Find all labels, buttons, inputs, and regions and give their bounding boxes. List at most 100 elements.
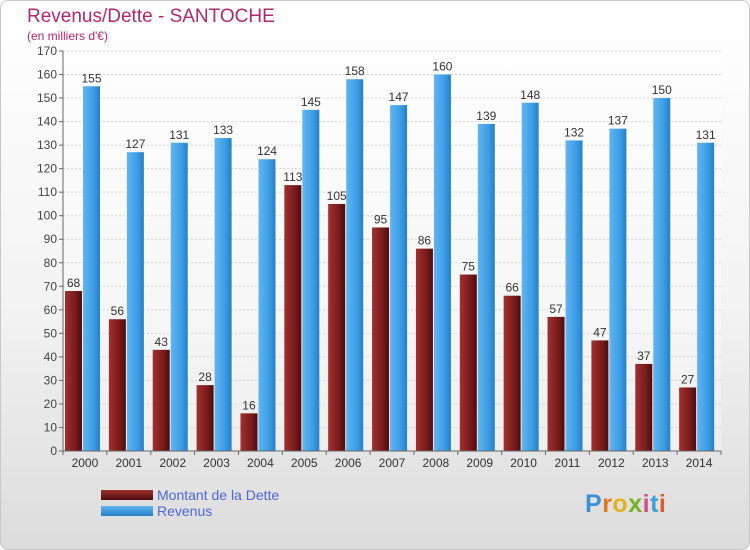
data-label-revenus-2014: 131: [696, 128, 716, 142]
bar-revenus-2006: [346, 79, 364, 451]
data-label-revenus-2005: 145: [301, 95, 321, 109]
data-label-revenus-2007: 147: [389, 90, 409, 104]
bar-revenus-2003: [214, 138, 232, 451]
x-tick-label: 2007: [379, 456, 406, 470]
bar-revenus-2000: [83, 86, 100, 451]
logo-letter: i: [642, 490, 651, 518]
data-label-dette-2004: 16: [242, 398, 256, 412]
data-label-revenus-2001: 127: [125, 137, 145, 151]
x-tick-label: 2010: [510, 456, 537, 470]
data-label-revenus-2000: 155: [81, 71, 101, 85]
x-tick-label: 2000: [72, 456, 99, 470]
y-tick-label: 100: [37, 209, 57, 223]
bar-dette-2009: [459, 274, 477, 451]
bar-dette-2002: [152, 349, 170, 451]
y-tick-label: 110: [38, 185, 57, 199]
data-label-dette-2012: 47: [593, 325, 607, 339]
bars: 68 155 56 127 43 131 28 133 16 124 113 145 105 158 95 1…: [65, 60, 716, 452]
y-tick-label: 130: [37, 138, 57, 152]
bar-revenus-2012: [609, 128, 627, 451]
data-label-revenus-2010: 148: [520, 88, 540, 102]
x-axis: 2000 2001 2002 2003 2004 2005 2006 2007 2008 2009…: [62, 450, 722, 470]
logo-letter: t: [650, 490, 659, 518]
data-label-revenus-2011: 132: [564, 125, 584, 139]
bar-revenus-2009: [477, 123, 495, 452]
y-tick-label: 60: [44, 303, 58, 317]
bar-revenus-2013: [653, 98, 671, 451]
data-label-revenus-2003: 133: [213, 123, 233, 137]
bar-revenus-2001: [126, 152, 144, 452]
bar-dette-2001: [108, 319, 126, 451]
data-label-dette-2000: 68: [67, 276, 81, 290]
x-tick-label: 2005: [291, 456, 318, 470]
bar-revenus-2008: [433, 74, 451, 451]
bar-dette-2006: [328, 203, 346, 451]
data-label-dette-2001: 56: [111, 304, 125, 318]
data-label-revenus-2009: 139: [476, 109, 496, 123]
x-tick-label: 2001: [115, 456, 142, 470]
bar-dette-2000: [65, 291, 82, 451]
logo-letter: i: [658, 490, 667, 518]
bar-revenus-2011: [565, 140, 583, 452]
bar-dette-2012: [591, 340, 609, 451]
data-label-dette-2011: 57: [549, 302, 563, 316]
data-label-revenus-2002: 131: [169, 128, 189, 142]
x-tick-label: 2013: [642, 456, 669, 470]
bar-revenus-2007: [390, 105, 408, 451]
data-label-revenus-2013: 150: [652, 83, 672, 97]
data-label-dette-2010: 66: [505, 281, 519, 295]
y-tick-label: 90: [44, 232, 58, 246]
legend-label-revenus: Revenus: [157, 503, 213, 519]
x-tick-label: 2014: [686, 456, 713, 470]
data-label-revenus-2008: 160: [432, 60, 452, 74]
data-label-dette-2009: 75: [462, 260, 476, 274]
bar-revenus-2010: [521, 102, 539, 451]
bar-dette-2004: [240, 413, 258, 451]
bar-dette-2014: [679, 387, 697, 451]
y-tick-label: 40: [44, 350, 58, 364]
legend-swatch-revenus: [101, 506, 153, 516]
x-tick-label: 2012: [598, 456, 625, 470]
logo-letter: r: [602, 490, 613, 518]
y-tick-label: 0: [50, 444, 57, 458]
data-label-dette-2006: 105: [327, 189, 347, 203]
data-label-revenus-2006: 158: [345, 64, 365, 78]
data-label-dette-2002: 43: [155, 335, 169, 349]
bar-dette-2007: [372, 227, 390, 451]
y-tick-label: 70: [44, 279, 58, 293]
data-label-dette-2007: 95: [374, 212, 388, 226]
bar-dette-2013: [635, 363, 653, 451]
bar-dette-2008: [415, 248, 433, 451]
bar-revenus-2014: [697, 142, 715, 451]
bar-dette-2003: [196, 385, 214, 451]
legend-label-dette: Montant de la Dette: [157, 487, 280, 503]
x-tick-label: 2004: [247, 456, 274, 470]
data-label-dette-2005: 113: [283, 170, 302, 184]
x-tick-label: 2009: [466, 456, 493, 470]
bar-dette-2011: [547, 316, 565, 451]
chart-subtitle: (en milliers d'€): [27, 29, 108, 43]
logo-letter: x: [628, 490, 643, 518]
bar-revenus-2004: [258, 159, 276, 451]
data-label-revenus-2012: 137: [608, 114, 628, 128]
y-tick-label: 170: [37, 44, 57, 58]
logo-letter: o: [612, 490, 629, 518]
bar-revenus-2002: [170, 142, 188, 451]
data-label-dette-2008: 86: [418, 234, 432, 248]
y-tick-label: 20: [44, 397, 58, 411]
bar-revenus-2005: [302, 109, 320, 451]
y-axis: 0 10 20 30 40 50 60 70 80 90 100 110 120 130 140 150 160…: [37, 44, 64, 458]
y-tick-label: 140: [37, 115, 57, 129]
data-label-dette-2013: 37: [637, 349, 651, 363]
bar-dette-2010: [503, 295, 521, 451]
data-label-dette-2014: 27: [681, 372, 695, 386]
x-tick-label: 2008: [423, 456, 450, 470]
logo-letter: P: [585, 490, 603, 518]
y-tick-label: 150: [37, 91, 57, 105]
chart-title: Revenus/Dette - SANTOCHE: [27, 6, 275, 27]
y-tick-label: 50: [44, 326, 58, 340]
x-tick-label: 2006: [335, 456, 362, 470]
y-tick-label: 10: [44, 420, 58, 434]
y-tick-label: 160: [37, 68, 57, 82]
